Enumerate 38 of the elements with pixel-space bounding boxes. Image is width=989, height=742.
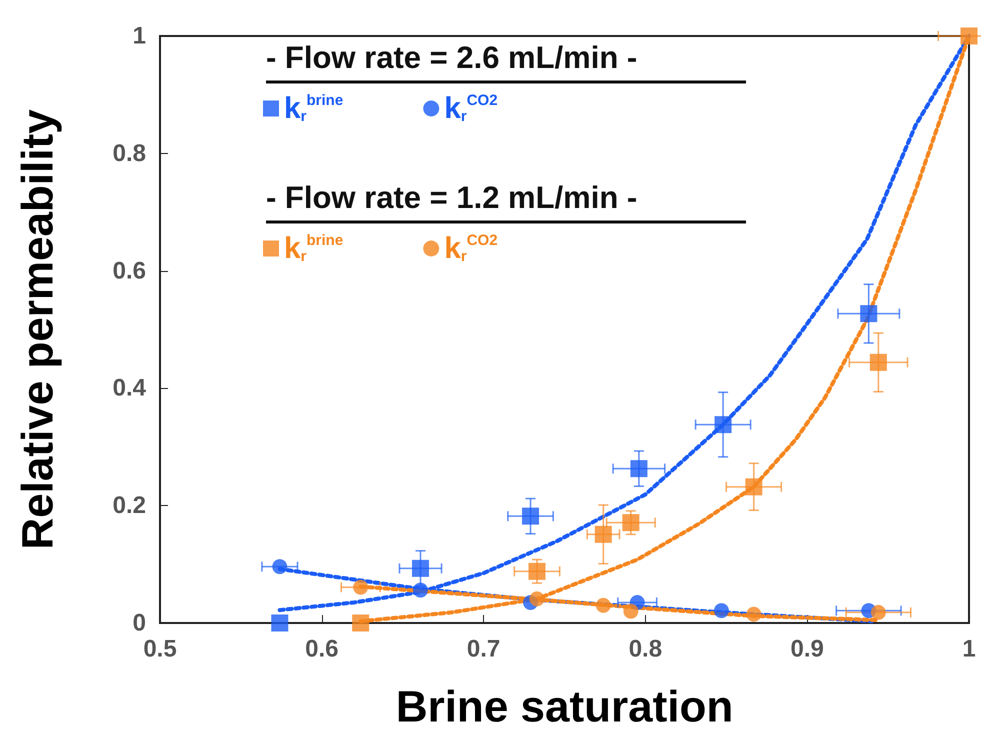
point bbox=[522, 508, 540, 525]
x-axis-title: Brine saturation bbox=[396, 682, 734, 732]
y-tick-label: 0.6 bbox=[112, 257, 146, 284]
point bbox=[412, 560, 429, 577]
x-tick-label: 0.7 bbox=[466, 636, 500, 662]
point bbox=[352, 614, 370, 632]
y-axis-title: Relative permeability bbox=[14, 108, 62, 550]
point bbox=[623, 604, 638, 619]
y-tick-label: 0.2 bbox=[112, 492, 146, 520]
point bbox=[413, 582, 428, 598]
y-tick-label: 1 bbox=[132, 22, 146, 50]
point bbox=[870, 354, 887, 371]
x-tick-label: 0.8 bbox=[628, 636, 662, 662]
point bbox=[271, 614, 288, 632]
point bbox=[714, 416, 732, 434]
point bbox=[594, 526, 612, 543]
y-tick-label: 0.8 bbox=[112, 140, 146, 167]
annotation: - Flow rate = 1.2 mL/min - bbox=[266, 180, 638, 215]
point bbox=[530, 591, 544, 606]
point bbox=[353, 580, 368, 595]
point bbox=[746, 606, 762, 622]
annotation: - Flow rate = 2.6 mL/min - bbox=[266, 40, 638, 75]
point bbox=[622, 514, 640, 532]
x-tick-label: 0.5 bbox=[143, 636, 177, 662]
x-tick-label: 0.6 bbox=[305, 636, 338, 662]
point bbox=[528, 562, 546, 580]
point bbox=[960, 28, 978, 44]
y-tick-label: 0 bbox=[132, 610, 146, 636]
x-tick-label: 1 bbox=[962, 636, 976, 662]
point bbox=[596, 598, 611, 613]
y-tick-label: 0.4 bbox=[112, 374, 147, 402]
x-tick-label: 0.9 bbox=[790, 636, 824, 662]
point bbox=[714, 603, 729, 618]
point bbox=[860, 305, 878, 322]
point bbox=[272, 559, 288, 574]
point bbox=[630, 460, 648, 478]
point bbox=[745, 478, 762, 496]
point bbox=[870, 604, 886, 620]
